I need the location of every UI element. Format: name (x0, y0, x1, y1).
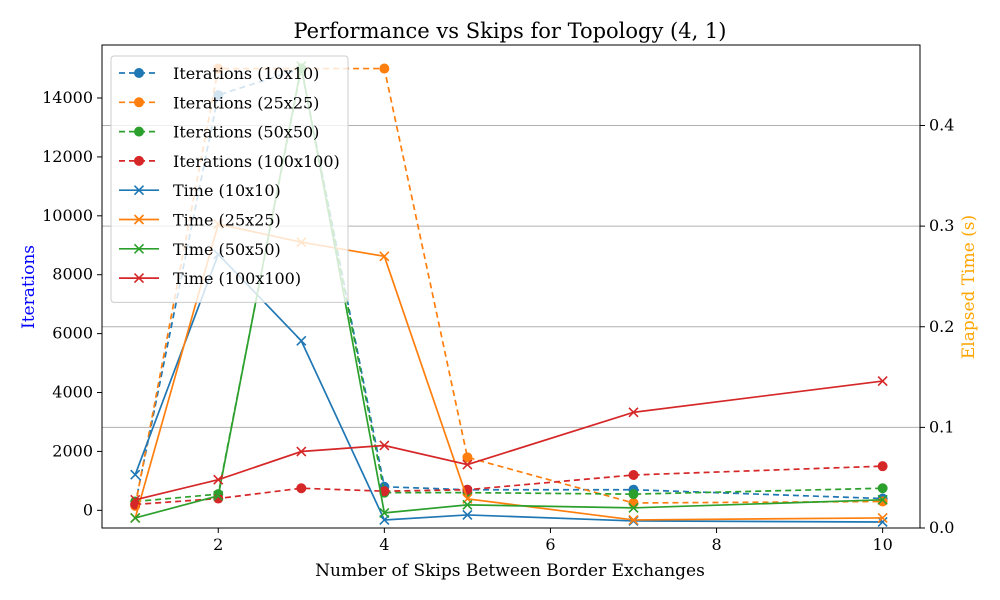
legend-marker (133, 214, 145, 225)
legend-label: Iterations (25x25) (173, 93, 319, 112)
y-right-tick-label: 0.2 (929, 317, 954, 336)
legend-label: Iterations (100x100) (173, 152, 340, 171)
series-time-100x100 (130, 376, 888, 505)
data-point (628, 469, 639, 480)
data-point-x (628, 514, 639, 526)
x-tick-label: 2 (213, 535, 223, 554)
data-point-x (213, 490, 224, 501)
legend-label: Time (50x50) (173, 240, 281, 259)
legend-label: Iterations (50x50) (173, 123, 319, 142)
data-point-x (462, 499, 473, 510)
legend-label: Time (25x25) (173, 211, 281, 230)
legend-item: Iterations (50x50) (119, 123, 319, 142)
y-axis-right: 0.0 0.1 0.2 0.3 0.4 (920, 116, 954, 537)
y-axis-left: 0 2000 4000 6000 8000 10000 12000 14000 (42, 88, 102, 519)
legend: Iterations (10x10) Iterations (25x25) Iter… (110, 55, 349, 303)
legend-item: Iterations (25x25) (119, 93, 319, 112)
data-point-x (628, 502, 639, 513)
legend-item: Time (10x10) (119, 181, 281, 200)
legend-marker (134, 68, 144, 78)
data-point-x (877, 376, 888, 387)
legend-item: Time (25x25) (119, 211, 281, 230)
chart-title: Performance vs Skips for Topology (4, 1) (293, 19, 726, 43)
legend-marker (133, 273, 145, 284)
y-right-tick-label: 0.3 (929, 216, 954, 235)
series-line (135, 465, 883, 506)
legend-marker (134, 97, 144, 108)
legend-marker (134, 126, 144, 137)
y-left-tick-label: 14000 (42, 88, 93, 107)
data-point-x (628, 407, 639, 418)
y-right-tick-label: 0.0 (929, 518, 954, 537)
data-point (877, 496, 888, 507)
data-point (628, 489, 639, 500)
y-left-tick-label: 8000 (52, 265, 93, 284)
x-axis: 2 4 6 8 10 (213, 528, 893, 554)
y-left-tick-label: 4000 (52, 383, 93, 402)
data-point-x (379, 440, 390, 451)
data-point-x (462, 459, 473, 470)
plot-frame (101, 44, 921, 529)
data-point-x (296, 335, 307, 346)
data-point-x (296, 446, 307, 457)
data-point (877, 461, 888, 472)
data-point (628, 497, 639, 508)
y-axis-right-label: Elapsed Time (s) (959, 215, 979, 359)
data-point (877, 483, 888, 494)
legend-item: Time (100x100) (119, 269, 301, 288)
data-point (462, 452, 473, 463)
data-point (296, 483, 307, 494)
data-point-x (130, 469, 141, 480)
data-point-x (877, 512, 888, 524)
y-left-tick-label: 2000 (52, 441, 93, 460)
legend-label: Time (10x10) (173, 181, 281, 200)
x-tick-label: 8 (711, 535, 721, 554)
legend-marker (133, 243, 145, 254)
x-tick-label: 6 (545, 535, 555, 554)
legend-label: Time (100x100) (173, 269, 301, 288)
x-tick-label: 4 (379, 535, 389, 554)
data-point-x (877, 516, 888, 528)
legend-item: Iterations (10x10) (119, 64, 319, 83)
y-axis-left-label: Iterations (19, 245, 39, 329)
y-left-tick-label: 0 (83, 500, 93, 519)
y-left-tick-label: 12000 (42, 147, 93, 166)
data-point-x (877, 494, 888, 505)
data-point-x (379, 507, 390, 518)
x-axis-label: Number of Skips Between Border Exchanges (315, 561, 705, 581)
y-left-tick-label: 6000 (52, 324, 93, 343)
legend-label: Iterations (10x10) (173, 64, 319, 83)
data-point-x (130, 512, 141, 524)
y-left-tick-label: 10000 (42, 206, 93, 225)
legend-box (110, 55, 349, 303)
data-point-x (379, 251, 390, 262)
data-point-x (130, 494, 141, 505)
y-right-tick-label: 0.4 (929, 116, 954, 135)
legend-item: Iterations (100x100) (119, 152, 340, 171)
legend-item: Time (50x50) (119, 240, 281, 259)
x-tick-label: 10 (872, 535, 892, 554)
y-right-tick-label: 0.1 (929, 417, 954, 436)
data-point (379, 63, 390, 74)
legend-marker (133, 185, 145, 196)
legend-marker (134, 155, 144, 166)
series-line (135, 380, 883, 501)
data-point-x (213, 474, 224, 485)
data-point-x (462, 509, 473, 520)
series-time-50x50 (130, 61, 888, 524)
